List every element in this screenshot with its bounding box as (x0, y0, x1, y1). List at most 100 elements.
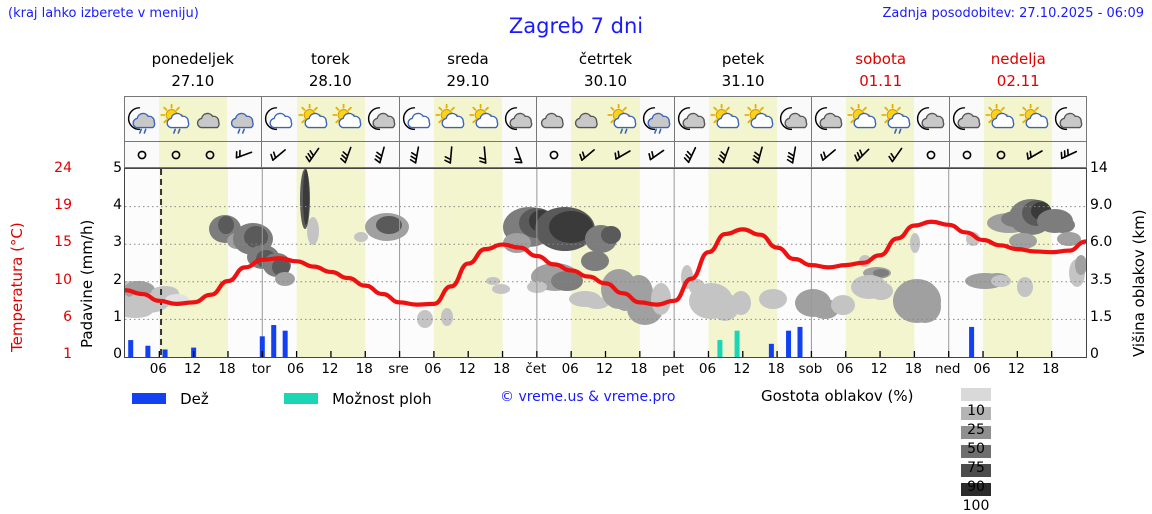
moon-cloud-icon (365, 97, 399, 141)
cloud-icon (193, 97, 227, 141)
wind-barb-icon (159, 142, 193, 167)
time-tick-label: 06 (973, 361, 990, 377)
axis-tick: 9.0 (1090, 197, 1124, 213)
moon-cloud-drizzle-icon (125, 97, 159, 141)
temperature-axis-title: Temperatura (°C) (8, 172, 26, 352)
wind-barb-icon (262, 142, 296, 167)
weather-icon-band (124, 96, 1087, 142)
wind-barb-icon (227, 142, 261, 167)
wind-barb-band (124, 142, 1087, 168)
wind-barb-icon (537, 142, 571, 167)
rain-legend-label: Dež (180, 390, 209, 408)
time-tick-label: 06 (836, 361, 853, 377)
wind-day-2 (400, 142, 537, 167)
day-name: sobota (812, 48, 950, 70)
copyright-text: © vreme.us & vreme.pro (500, 389, 675, 405)
wind-barb-icon (434, 142, 468, 167)
day-date: 28.10 (262, 70, 400, 92)
wind-barb-icon (812, 142, 846, 167)
wind-barb-icon (1052, 142, 1086, 167)
moon-cloud-icon (777, 97, 811, 141)
moon-cloud-icon (950, 97, 984, 141)
time-tick-label: 12 (870, 361, 887, 377)
moon-icon (262, 97, 296, 141)
time-tick-label: pet (662, 361, 684, 377)
cloud-density-scale-numbers: 1025507590100 (961, 400, 991, 514)
wind-barb-icon (365, 142, 399, 167)
wind-barb-icon (331, 142, 365, 167)
wind-barb-icon (743, 142, 777, 167)
time-tick-label: 12 (1008, 361, 1025, 377)
axis-tick: 6 (42, 309, 72, 325)
icon-day-1 (262, 97, 399, 141)
sun-cloud-drizzle-icon (159, 97, 193, 141)
time-tick-label: 12 (733, 361, 750, 377)
rain-legend-swatch (132, 393, 166, 404)
moon-cloud-icon (812, 97, 846, 141)
sun-cloud-icon (846, 97, 880, 141)
forecast-plot: 713715717121814201320131915 (124, 168, 1087, 358)
wind-day-0 (125, 142, 262, 167)
wind-day-5 (812, 142, 949, 167)
icon-day-3 (537, 97, 674, 141)
time-tick-label: 18 (1042, 361, 1059, 377)
wind-barb-icon (125, 142, 159, 167)
wind-barb-icon (709, 142, 743, 167)
time-tick-label: 06 (287, 361, 304, 377)
wind-barb-icon (468, 142, 502, 167)
day-name: ponedeljek (124, 48, 262, 70)
cloud-density-value: 100 (961, 498, 991, 514)
axis-tick: 1 (42, 346, 72, 362)
axis-tick: 1.5 (1090, 309, 1124, 325)
sun-cloud-icon (331, 97, 365, 141)
day-date: 30.10 (537, 70, 675, 92)
axis-tick: 15 (42, 234, 72, 250)
wind-barb-icon (984, 142, 1018, 167)
day-date: 31.10 (674, 70, 812, 92)
time-tick-label: 06 (424, 361, 441, 377)
time-tick-label: 06 (699, 361, 716, 377)
time-tick-label: 06 (562, 361, 579, 377)
axis-tick: 14 (1090, 160, 1124, 176)
wind-day-1 (262, 142, 399, 167)
axis-tick: 19 (42, 197, 72, 213)
axis-tick: 3 (92, 234, 122, 250)
time-tick-label: 18 (356, 361, 373, 377)
day-name: četrtek (537, 48, 675, 70)
icon-day-4 (675, 97, 812, 141)
cloud-density-value: 10 (961, 403, 991, 419)
day-name: sreda (399, 48, 537, 70)
time-tick-label: sre (388, 361, 409, 377)
day-date: 02.11 (949, 70, 1087, 92)
axis-tick: 10 (42, 272, 72, 288)
moon-icon (400, 97, 434, 141)
wind-barb-icon (605, 142, 639, 167)
moon-cloud-icon (675, 97, 709, 141)
time-tick-label: 12 (459, 361, 476, 377)
showers-legend-label: Možnost ploh (332, 390, 432, 408)
time-tick-label: čet (525, 361, 546, 377)
wind-barb-icon (193, 142, 227, 167)
cloud-density-value: 90 (961, 479, 991, 495)
cloud-drizzle-icon (227, 97, 261, 141)
time-tick-label: 12 (321, 361, 338, 377)
time-tick-label: tor (252, 361, 271, 377)
sun-cloud-drizzle-icon (605, 97, 639, 141)
icon-day-0 (125, 97, 262, 141)
axis-tick: 1 (92, 309, 122, 325)
wind-barb-icon (950, 142, 984, 167)
wind-barb-icon (640, 142, 674, 167)
axis-tick: 0 (92, 346, 122, 362)
wind-day-6 (950, 142, 1086, 167)
wind-barb-icon (297, 142, 331, 167)
sun-cloud-icon (984, 97, 1018, 141)
sun-cloud-icon (297, 97, 331, 141)
moon-cloud-icon (914, 97, 948, 141)
wind-day-3 (537, 142, 674, 167)
cloud-density-value: 75 (961, 460, 991, 476)
